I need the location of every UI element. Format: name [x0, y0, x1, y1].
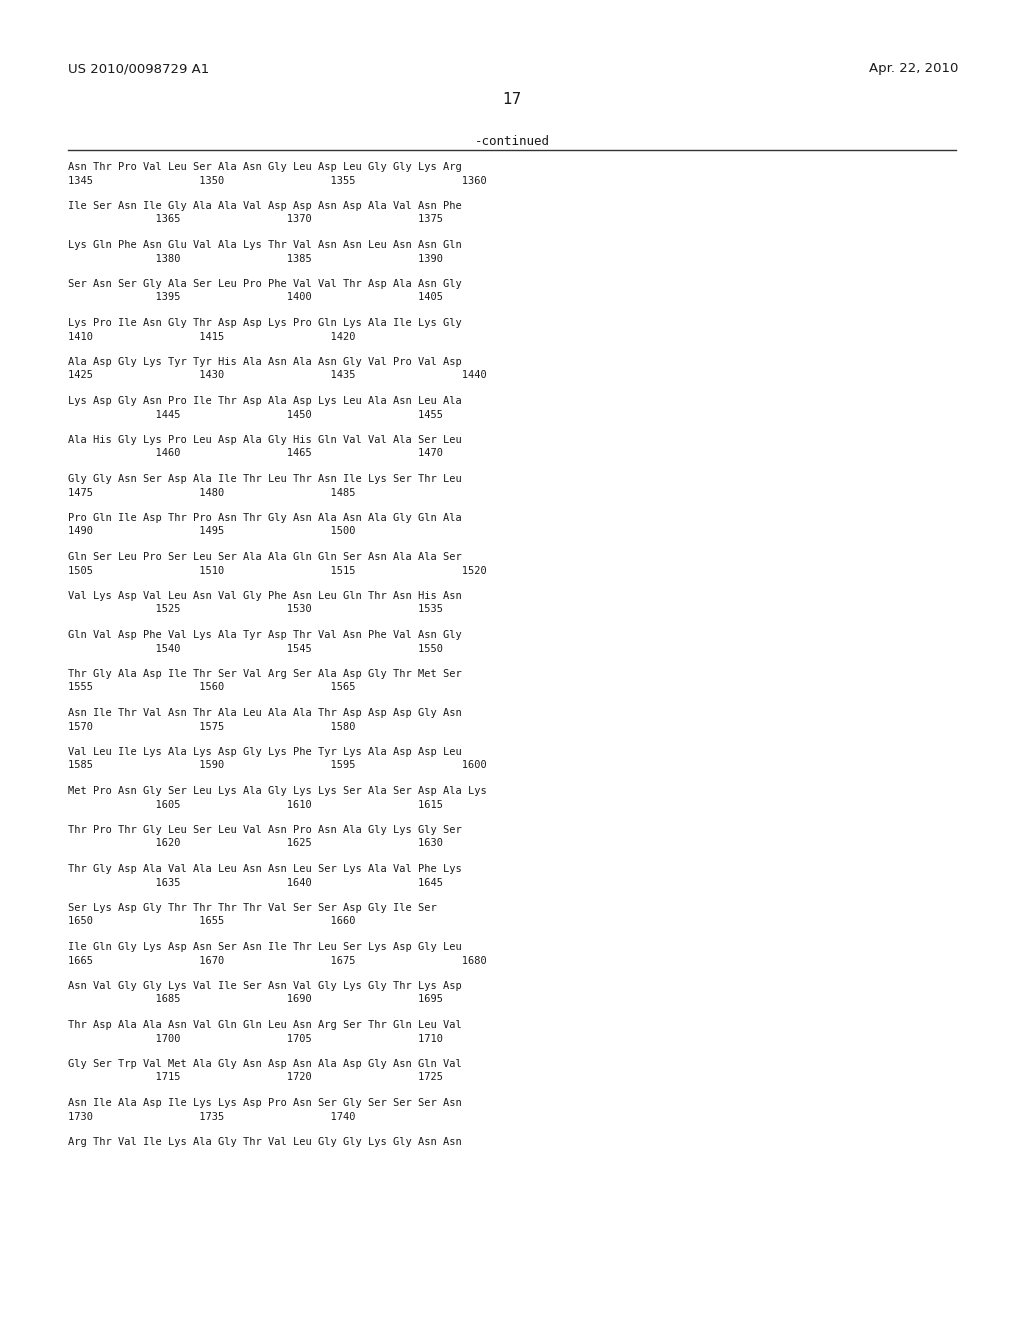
Text: 1445                 1450                 1455: 1445 1450 1455: [68, 409, 443, 420]
Text: Thr Asp Ala Ala Asn Val Gln Gln Leu Asn Arg Ser Thr Gln Leu Val: Thr Asp Ala Ala Asn Val Gln Gln Leu Asn …: [68, 1020, 462, 1030]
Text: 1425                 1430                 1435                 1440: 1425 1430 1435 1440: [68, 371, 486, 380]
Text: Gln Ser Leu Pro Ser Leu Ser Ala Ala Gln Gln Ser Asn Ala Ala Ser: Gln Ser Leu Pro Ser Leu Ser Ala Ala Gln …: [68, 552, 462, 562]
Text: 1395                 1400                 1405: 1395 1400 1405: [68, 293, 443, 302]
Text: 1460                 1465                 1470: 1460 1465 1470: [68, 449, 443, 458]
Text: Gln Val Asp Phe Val Lys Ala Tyr Asp Thr Val Asn Phe Val Asn Gly: Gln Val Asp Phe Val Lys Ala Tyr Asp Thr …: [68, 630, 462, 640]
Text: 1585                 1590                 1595                 1600: 1585 1590 1595 1600: [68, 760, 486, 771]
Text: Asn Thr Pro Val Leu Ser Ala Asn Gly Leu Asp Leu Gly Gly Lys Arg: Asn Thr Pro Val Leu Ser Ala Asn Gly Leu …: [68, 162, 462, 172]
Text: 1505                 1510                 1515                 1520: 1505 1510 1515 1520: [68, 565, 486, 576]
Text: Thr Gly Ala Asp Ile Thr Ser Val Arg Ser Ala Asp Gly Thr Met Ser: Thr Gly Ala Asp Ile Thr Ser Val Arg Ser …: [68, 669, 462, 678]
Text: Asn Ile Thr Val Asn Thr Ala Leu Ala Ala Thr Asp Asp Asp Gly Asn: Asn Ile Thr Val Asn Thr Ala Leu Ala Ala …: [68, 708, 462, 718]
Text: Ile Gln Gly Lys Asp Asn Ser Asn Ile Thr Leu Ser Lys Asp Gly Leu: Ile Gln Gly Lys Asp Asn Ser Asn Ile Thr …: [68, 942, 462, 952]
Text: Ser Lys Asp Gly Thr Thr Thr Thr Val Ser Ser Asp Gly Ile Ser: Ser Lys Asp Gly Thr Thr Thr Thr Val Ser …: [68, 903, 437, 913]
Text: 1685                 1690                 1695: 1685 1690 1695: [68, 994, 443, 1005]
Text: Lys Asp Gly Asn Pro Ile Thr Asp Ala Asp Lys Leu Ala Asn Leu Ala: Lys Asp Gly Asn Pro Ile Thr Asp Ala Asp …: [68, 396, 462, 407]
Text: 1380                 1385                 1390: 1380 1385 1390: [68, 253, 443, 264]
Text: 1525                 1530                 1535: 1525 1530 1535: [68, 605, 443, 615]
Text: 1410                 1415                 1420: 1410 1415 1420: [68, 331, 355, 342]
Text: Val Lys Asp Val Leu Asn Val Gly Phe Asn Leu Gln Thr Asn His Asn: Val Lys Asp Val Leu Asn Val Gly Phe Asn …: [68, 591, 462, 601]
Text: Ile Ser Asn Ile Gly Ala Ala Val Asp Asp Asn Asp Ala Val Asn Phe: Ile Ser Asn Ile Gly Ala Ala Val Asp Asp …: [68, 201, 462, 211]
Text: 1650                 1655                 1660: 1650 1655 1660: [68, 916, 355, 927]
Text: Ser Asn Ser Gly Ala Ser Leu Pro Phe Val Val Thr Asp Ala Asn Gly: Ser Asn Ser Gly Ala Ser Leu Pro Phe Val …: [68, 279, 462, 289]
Text: Asn Val Gly Gly Lys Val Ile Ser Asn Val Gly Lys Gly Thr Lys Asp: Asn Val Gly Gly Lys Val Ile Ser Asn Val …: [68, 981, 462, 991]
Text: 1555                 1560                 1565: 1555 1560 1565: [68, 682, 355, 693]
Text: Met Pro Asn Gly Ser Leu Lys Ala Gly Lys Lys Ser Ala Ser Asp Ala Lys: Met Pro Asn Gly Ser Leu Lys Ala Gly Lys …: [68, 785, 486, 796]
Text: Thr Pro Thr Gly Leu Ser Leu Val Asn Pro Asn Ala Gly Lys Gly Ser: Thr Pro Thr Gly Leu Ser Leu Val Asn Pro …: [68, 825, 462, 836]
Text: 1475                 1480                 1485: 1475 1480 1485: [68, 487, 355, 498]
Text: 1570                 1575                 1580: 1570 1575 1580: [68, 722, 355, 731]
Text: Lys Pro Ile Asn Gly Thr Asp Asp Lys Pro Gln Lys Ala Ile Lys Gly: Lys Pro Ile Asn Gly Thr Asp Asp Lys Pro …: [68, 318, 462, 327]
Text: Ala His Gly Lys Pro Leu Asp Ala Gly His Gln Val Val Ala Ser Leu: Ala His Gly Lys Pro Leu Asp Ala Gly His …: [68, 436, 462, 445]
Text: 1605                 1610                 1615: 1605 1610 1615: [68, 800, 443, 809]
Text: 1730                 1735                 1740: 1730 1735 1740: [68, 1111, 355, 1122]
Text: Val Leu Ile Lys Ala Lys Asp Gly Lys Phe Tyr Lys Ala Asp Asp Leu: Val Leu Ile Lys Ala Lys Asp Gly Lys Phe …: [68, 747, 462, 756]
Text: 1635                 1640                 1645: 1635 1640 1645: [68, 878, 443, 887]
Text: -continued: -continued: [474, 135, 550, 148]
Text: Pro Gln Ile Asp Thr Pro Asn Thr Gly Asn Ala Asn Ala Gly Gln Ala: Pro Gln Ile Asp Thr Pro Asn Thr Gly Asn …: [68, 513, 462, 523]
Text: 1540                 1545                 1550: 1540 1545 1550: [68, 644, 443, 653]
Text: 1715                 1720                 1725: 1715 1720 1725: [68, 1072, 443, 1082]
Text: Lys Gln Phe Asn Glu Val Ala Lys Thr Val Asn Asn Leu Asn Asn Gln: Lys Gln Phe Asn Glu Val Ala Lys Thr Val …: [68, 240, 462, 249]
Text: Thr Gly Asp Ala Val Ala Leu Asn Asn Leu Ser Lys Ala Val Phe Lys: Thr Gly Asp Ala Val Ala Leu Asn Asn Leu …: [68, 865, 462, 874]
Text: US 2010/0098729 A1: US 2010/0098729 A1: [68, 62, 209, 75]
Text: Gly Gly Asn Ser Asp Ala Ile Thr Leu Thr Asn Ile Lys Ser Thr Leu: Gly Gly Asn Ser Asp Ala Ile Thr Leu Thr …: [68, 474, 462, 484]
Text: 1665                 1670                 1675                 1680: 1665 1670 1675 1680: [68, 956, 486, 965]
Text: Asn Ile Ala Asp Ile Lys Lys Asp Pro Asn Ser Gly Ser Ser Ser Asn: Asn Ile Ala Asp Ile Lys Lys Asp Pro Asn …: [68, 1098, 462, 1107]
Text: 1700                 1705                 1710: 1700 1705 1710: [68, 1034, 443, 1044]
Text: 1490                 1495                 1500: 1490 1495 1500: [68, 527, 355, 536]
Text: 1345                 1350                 1355                 1360: 1345 1350 1355 1360: [68, 176, 486, 186]
Text: 1365                 1370                 1375: 1365 1370 1375: [68, 214, 443, 224]
Text: 17: 17: [503, 92, 521, 107]
Text: Ala Asp Gly Lys Tyr Tyr His Ala Asn Ala Asn Gly Val Pro Val Asp: Ala Asp Gly Lys Tyr Tyr His Ala Asn Ala …: [68, 356, 462, 367]
Text: Apr. 22, 2010: Apr. 22, 2010: [868, 62, 958, 75]
Text: Arg Thr Val Ile Lys Ala Gly Thr Val Leu Gly Gly Lys Gly Asn Asn: Arg Thr Val Ile Lys Ala Gly Thr Val Leu …: [68, 1137, 462, 1147]
Text: 1620                 1625                 1630: 1620 1625 1630: [68, 838, 443, 849]
Text: Gly Ser Trp Val Met Ala Gly Asn Asp Asn Ala Asp Gly Asn Gln Val: Gly Ser Trp Val Met Ala Gly Asn Asp Asn …: [68, 1059, 462, 1069]
